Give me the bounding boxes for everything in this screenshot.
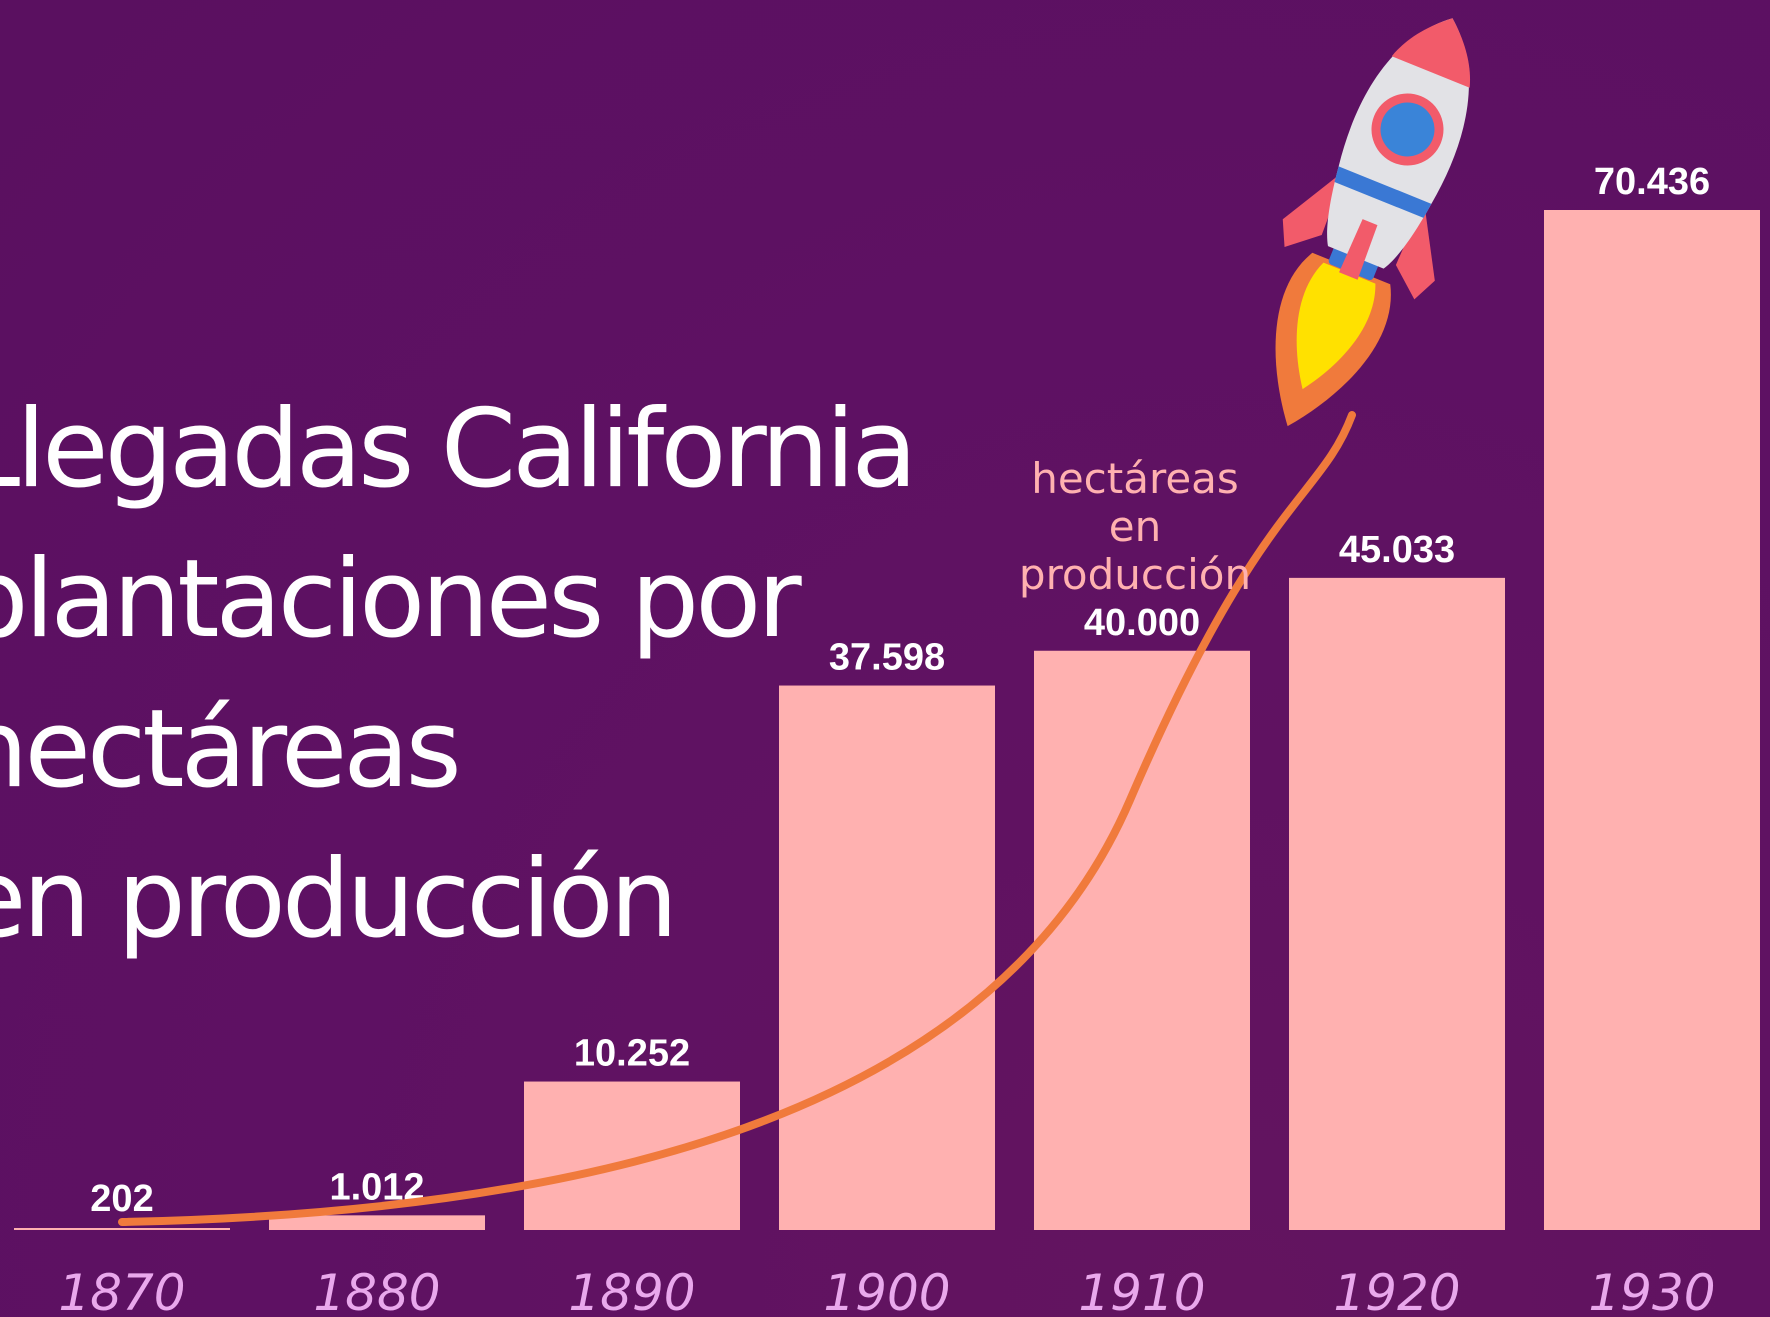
title-line-3: hectáreas [0,687,462,812]
bars-layer [14,210,1760,1230]
growth-curve [118,411,1356,1226]
year-label-1920: 1920 [1333,1264,1460,1317]
title-line-2: plantaciones por [0,537,802,662]
bar-1890 [524,1081,740,1230]
year-label-1880: 1880 [313,1264,440,1317]
year-label-1910: 1910 [1078,1264,1205,1317]
value-label-1870: 202 [90,1178,153,1220]
year-label-1870: 1870 [58,1264,185,1317]
value-label-1930: 70.436 [1594,161,1710,203]
annotation-line-2: producción [1018,550,1252,599]
value-label-1920: 45.033 [1339,529,1455,571]
curve-annotation: hectáreas en producción [1000,455,1270,599]
title-line-4: en producción [0,837,678,962]
bar-1900 [779,685,995,1230]
bar-1930 [1544,210,1760,1230]
year-label-1900: 1900 [823,1264,950,1317]
bar-1920 [1289,577,1505,1230]
annotation-line-1: hectáreas en [1031,454,1239,551]
year-label-1890: 1890 [568,1264,695,1317]
bar-1910 [1034,650,1250,1230]
rocket-icon [1275,18,1471,427]
year-label-1930: 1930 [1588,1264,1715,1317]
value-label-1910: 40.000 [1084,602,1200,644]
title-line-1: Llegadas California [0,387,918,512]
value-label-1890: 10.252 [574,1033,690,1075]
year-labels-layer: 1870 1880 1890 1900 1910 1920 1930 [58,1264,1715,1317]
value-label-1900: 37.598 [829,637,945,679]
bar-1880 [269,1215,485,1230]
